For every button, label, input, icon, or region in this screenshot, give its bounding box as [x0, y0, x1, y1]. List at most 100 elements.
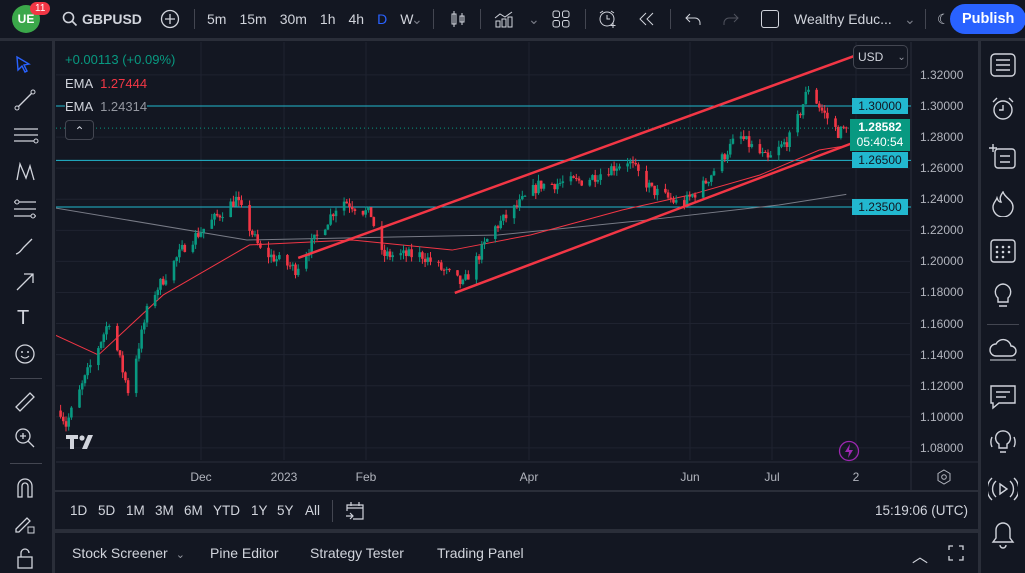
calendar-icon[interactable]: [990, 237, 1016, 263]
ema-label: EMA: [65, 99, 93, 114]
go-to-date-button[interactable]: [345, 501, 365, 521]
watchlist-icon[interactable]: [990, 53, 1016, 77]
indicators-button[interactable]: [494, 0, 514, 38]
ideas-lightbulb-icon[interactable]: [992, 283, 1014, 309]
candle: [496, 226, 500, 229]
undo-button[interactable]: [685, 0, 701, 38]
chart-pane[interactable]: [55, 41, 978, 490]
streams-broadcast-icon[interactable]: [988, 475, 1018, 503]
tab-label: Stock Screener: [72, 545, 168, 561]
brush-tool-icon[interactable]: [14, 236, 36, 256]
tradingview-logo[interactable]: [66, 434, 98, 450]
range-5y[interactable]: 5Y: [277, 503, 294, 518]
price-chart[interactable]: [0, 0, 1025, 490]
collapse-legend-button[interactable]: ⌃: [65, 120, 94, 140]
chat-cloud-icon[interactable]: [988, 338, 1018, 362]
ruler-tool-icon[interactable]: [14, 391, 36, 413]
redo-button[interactable]: [723, 0, 739, 38]
time-tick: Jul: [764, 470, 780, 484]
replay-button[interactable]: [638, 0, 656, 38]
interval-D[interactable]: D: [377, 11, 388, 27]
candle: [256, 234, 259, 244]
notifications-bell-icon[interactable]: [991, 521, 1015, 549]
range-5d[interactable]: 5D: [98, 503, 116, 518]
candle: [818, 103, 821, 108]
layout-dropdown-chevron-icon[interactable]: ⌄: [904, 10, 916, 27]
indicators-icon: [494, 11, 513, 28]
comments-icon[interactable]: [990, 384, 1016, 410]
candle: [539, 180, 543, 189]
range-1d[interactable]: 1D: [70, 503, 88, 518]
create-alert-button[interactable]: [598, 0, 618, 38]
range-1m[interactable]: 1M: [126, 503, 145, 518]
alarm-clock-icon[interactable]: [990, 96, 1016, 122]
range-3m[interactable]: 3M: [155, 503, 174, 518]
interval-5m[interactable]: 5m: [207, 11, 227, 27]
candle: [764, 151, 767, 153]
candle: [80, 383, 84, 390]
tab-trading-panel[interactable]: Trading Panel: [437, 545, 524, 561]
timezone-clock[interactable]: 15:19:06 (UTC): [875, 503, 969, 518]
cursor-tool-icon[interactable]: [14, 55, 32, 75]
help-bulb-icon[interactable]: [988, 429, 1018, 455]
fib-tool-icon[interactable]: [13, 199, 37, 219]
chart-settings-gear-icon[interactable]: [936, 469, 952, 485]
unlock-icon[interactable]: [16, 547, 34, 569]
emoji-tool-icon[interactable]: [14, 343, 36, 365]
symbol-name: GBPUSD: [82, 11, 142, 27]
object-tree-icon[interactable]: [988, 143, 1016, 169]
text-tool-icon[interactable]: T: [17, 307, 30, 329]
arrow-tool-icon[interactable]: [14, 271, 36, 293]
range-6m[interactable]: 6M: [184, 503, 203, 518]
interval-W[interactable]: W: [400, 11, 414, 27]
layout-checkbox[interactable]: [761, 0, 779, 38]
theme-toggle-icon[interactable]: ☾: [937, 10, 950, 27]
zoom-in-tool-icon[interactable]: [14, 427, 36, 449]
range-all[interactable]: All: [305, 503, 321, 518]
ema-fast-value: 1.27444: [100, 76, 148, 91]
candle: [739, 136, 743, 139]
magnet-tool-icon[interactable]: [15, 477, 35, 499]
interval-15m[interactable]: 15m: [239, 11, 267, 27]
expand-panel-chevron-up-icon[interactable]: ︿: [912, 549, 929, 566]
lock-drawings-pencil-icon[interactable]: [14, 513, 36, 535]
rewind-icon: [639, 12, 654, 26]
candle: [105, 326, 108, 335]
horizontal-lines-tool-icon[interactable]: [13, 126, 39, 146]
trend-line-tool-icon[interactable]: [14, 89, 36, 111]
tab-stock-screener[interactable]: Stock Screener ⌄: [72, 545, 185, 561]
candle: [161, 278, 165, 285]
divider: [433, 9, 434, 29]
publish-button[interactable]: Publish: [950, 4, 1025, 34]
interval-4h[interactable]: 4h: [348, 11, 365, 27]
layout-name[interactable]: Wealthy Educ...: [794, 11, 892, 27]
layout-grid-button[interactable]: [552, 0, 570, 38]
compare-symbol-button[interactable]: [160, 0, 180, 38]
hotlists-flame-icon[interactable]: [991, 191, 1015, 217]
range-ytd[interactable]: YTD: [213, 503, 240, 518]
lightning-alert-icon[interactable]: [838, 440, 860, 462]
maximize-panel-icon[interactable]: [948, 545, 964, 561]
candle: [175, 257, 178, 261]
candle: [553, 184, 556, 190]
tab-strategy-tester[interactable]: Strategy Tester: [310, 545, 404, 561]
candle: [607, 174, 610, 176]
ema-fast-legend[interactable]: EMA 1.27444: [65, 76, 147, 91]
tab-pine-editor[interactable]: Pine Editor: [210, 545, 279, 561]
indicators-dropdown-chevron-icon[interactable]: ⌄: [528, 10, 540, 27]
candle: [626, 163, 629, 167]
logo-button[interactable]: UE 11: [12, 0, 51, 38]
currency-select[interactable]: USD ⌄: [853, 45, 908, 69]
chart-type-button[interactable]: [449, 0, 467, 38]
range-1y[interactable]: 1Y: [251, 503, 268, 518]
candle: [350, 206, 354, 210]
symbol-search[interactable]: GBPUSD: [62, 0, 142, 38]
time-tick: Apr: [519, 470, 539, 484]
interval-dropdown-chevron-icon[interactable]: ⌄: [411, 10, 423, 27]
ema-slow-legend[interactable]: EMA 1.24314: [65, 99, 148, 114]
interval-30m[interactable]: 30m: [279, 11, 307, 27]
interval-1h[interactable]: 1h: [319, 11, 336, 27]
pattern-tool-icon[interactable]: [14, 161, 36, 183]
notification-badge: 11: [30, 2, 51, 15]
candle: [647, 182, 651, 188]
